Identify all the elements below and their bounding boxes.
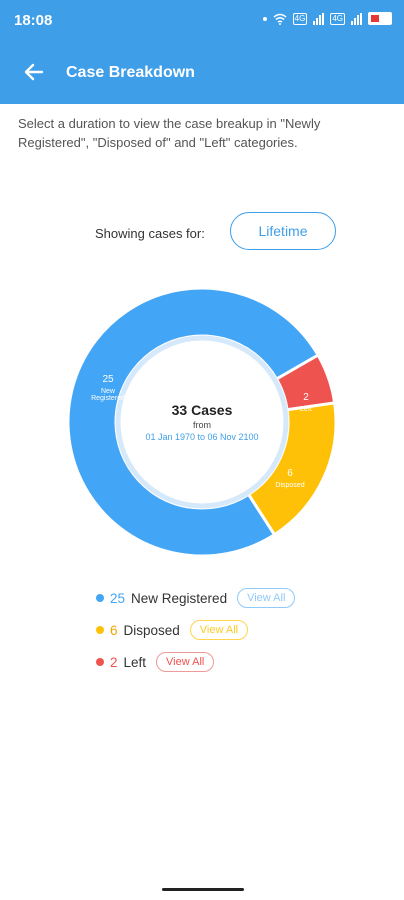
total-cases-text: 33 Cases — [171, 402, 233, 418]
signal-icon — [313, 12, 325, 25]
slice-label-disposed: 6 Disposed — [275, 468, 305, 489]
battery-icon — [368, 12, 392, 25]
legend-count: 2 — [110, 654, 118, 670]
legend-count: 6 — [110, 622, 118, 638]
slice-label-left: 2 Left — [300, 392, 312, 413]
legend-item-left: 2 Left View All — [96, 651, 215, 673]
wifi-icon — [273, 13, 287, 25]
from-label: from — [193, 420, 211, 430]
status-icons: 4G 4G — [262, 12, 392, 25]
legend-item-disposed: 6 Disposed View All — [96, 619, 249, 641]
legend-item-new-registered: 25 New Registered View All — [96, 587, 296, 609]
chart-center: 33 Cases from 01 Jan 1970 to 06 Nov 2100 — [62, 282, 342, 562]
status-bar: 18:08 4G 4G — [0, 0, 404, 42]
view-all-disposed-button[interactable]: View All — [189, 620, 249, 640]
signal-icon-2 — [351, 12, 362, 25]
legend-label: New Registered — [131, 590, 228, 606]
legend-label: Left — [123, 654, 147, 670]
sim-badge-2: 4G — [330, 12, 345, 25]
notification-dot-icon — [262, 16, 267, 21]
slice-label-new-registered: 25 New Registered — [91, 374, 125, 402]
legend-dot — [96, 658, 104, 666]
view-all-new-registered-button[interactable]: View All — [237, 588, 296, 608]
arrow-left-icon[interactable] — [22, 60, 46, 84]
filter-label: Showing cases for: — [95, 226, 205, 241]
donut-hole — [115, 335, 289, 509]
legend-label: Disposed — [123, 622, 180, 638]
legend-count: 25 — [110, 590, 126, 606]
legend-dot — [96, 626, 104, 634]
view-all-left-button[interactable]: View All — [156, 652, 215, 672]
sim-badge-1: 4G — [292, 12, 308, 25]
duration-select-button[interactable]: Lifetime — [230, 212, 336, 250]
legend-dot — [96, 594, 104, 602]
description-text: Select a duration to view the case break… — [18, 116, 321, 150]
page-title: Case Breakdown — [66, 64, 195, 81]
home-indicator — [162, 888, 244, 891]
date-range-text: 01 Jan 1970 to 06 Nov 2100 — [145, 432, 259, 442]
case-donut-chart — [66, 286, 338, 558]
status-time: 18:08 — [14, 12, 53, 29]
app-bar: Case Breakdown — [0, 42, 404, 104]
